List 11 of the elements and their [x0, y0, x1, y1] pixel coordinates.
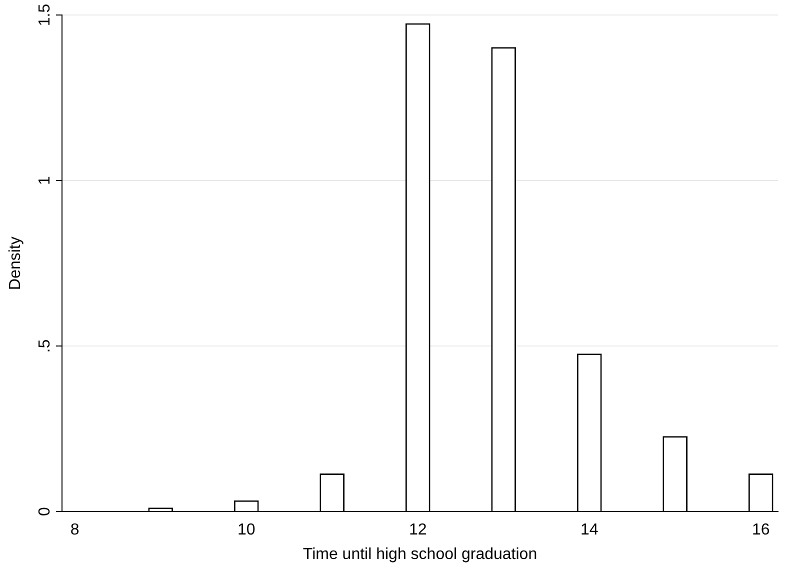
- x-tick-label: 12: [408, 522, 427, 539]
- y-axis-title: Density: [7, 236, 24, 290]
- x-axis-title: Time until high school graduation: [302, 546, 538, 563]
- y-tick-label: .5: [36, 339, 54, 353]
- x-tick-label: 8: [70, 522, 80, 539]
- x-tick-label: 10: [237, 522, 256, 539]
- y-tick-label: 1.5: [36, 4, 54, 26]
- y-tick-label: 1: [36, 176, 54, 185]
- x-tick-label: 14: [580, 522, 598, 539]
- y-tick-label: 0: [36, 507, 54, 516]
- x-tick-label: 16: [752, 522, 770, 539]
